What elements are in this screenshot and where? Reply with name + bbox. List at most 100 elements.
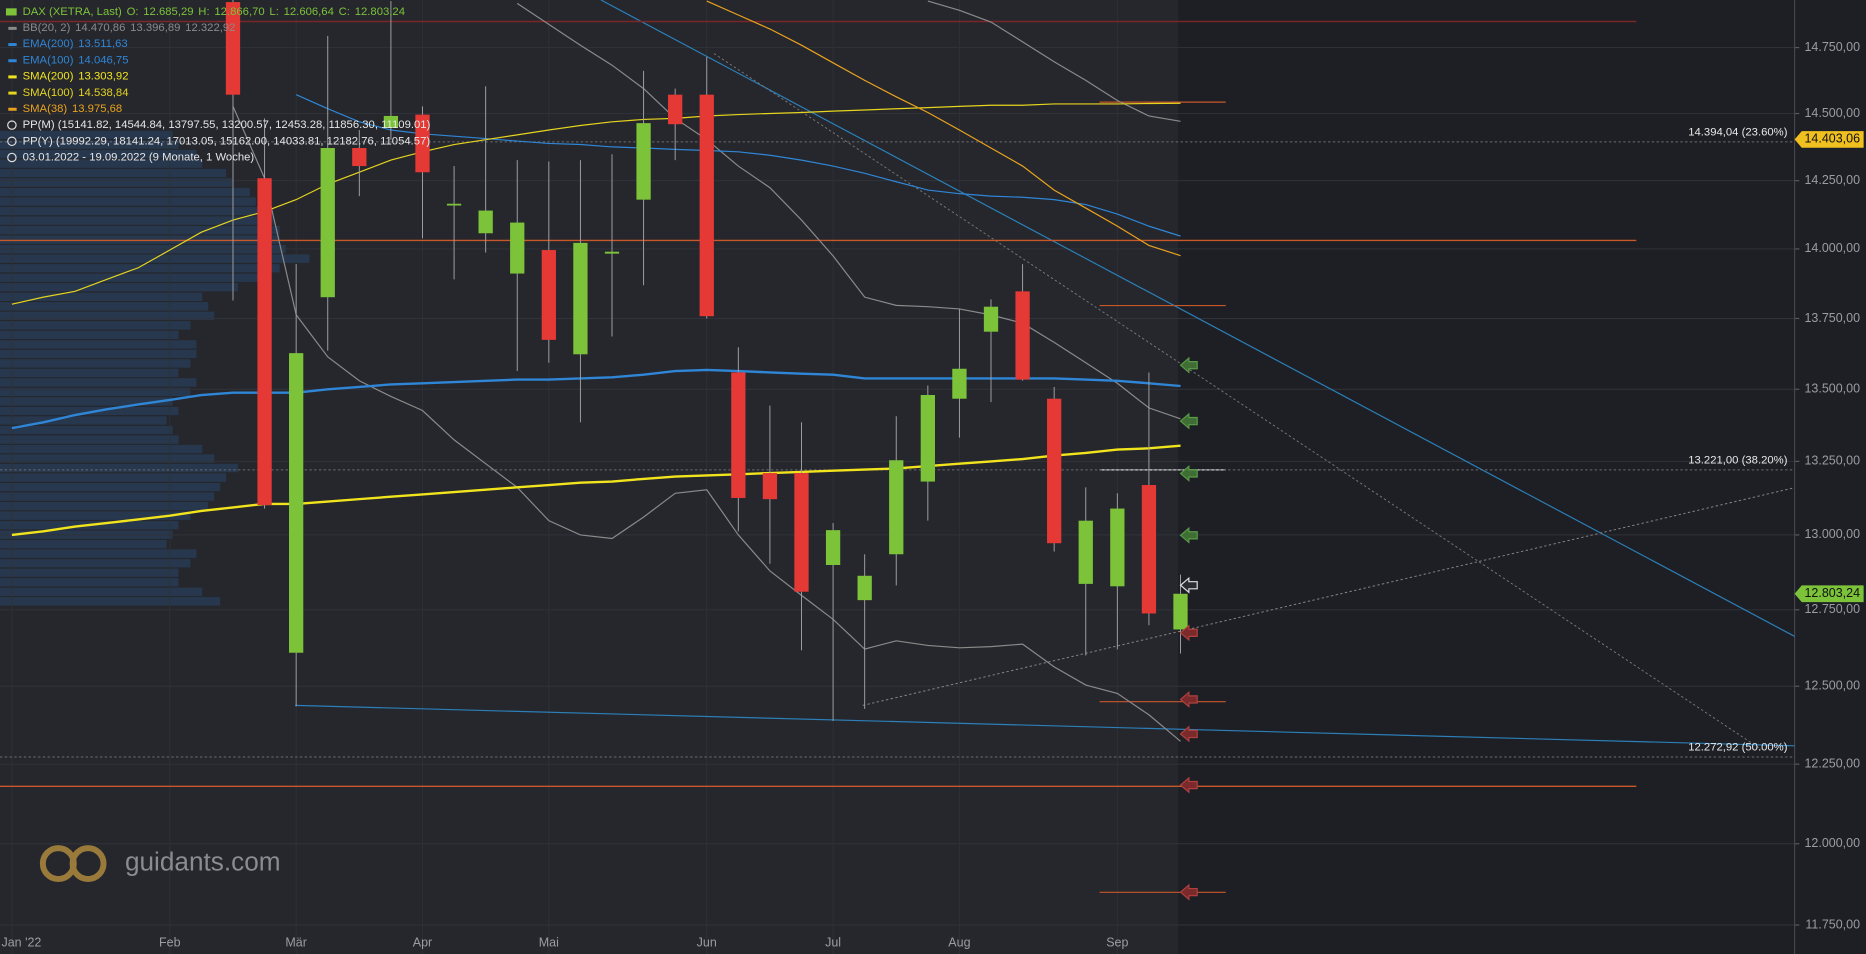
legend-text: 14.046,75 [78, 54, 128, 66]
candle-body [952, 368, 967, 399]
legend-icon [8, 91, 17, 95]
y-tick-label: 13.500,00 [1804, 382, 1860, 396]
trend-line [295, 704, 1795, 747]
legend-text: 12.866,70 [214, 6, 264, 18]
candle-body [857, 575, 872, 601]
fib-label: 14.394,04 (23.60%) [1688, 126, 1787, 138]
legend-row: 03.01.2022 - 19.09.2022 (9 Monate, 1 Woc… [23, 151, 255, 163]
candle-body [920, 394, 935, 482]
candle-body [320, 148, 335, 298]
indicator-line [11, 102, 1181, 305]
x-tick-label: Jan '22 [1, 936, 41, 950]
price-tag [1794, 585, 1864, 603]
legend-text: 12.322,92 [185, 22, 235, 34]
arrow [1179, 883, 1198, 901]
candle-body [983, 306, 999, 332]
legend-icon [8, 59, 17, 63]
indicator-line [516, 2, 1181, 420]
legend-row: EMA(200) 13.511,63 [23, 38, 128, 50]
arrow [1179, 691, 1198, 708]
y-tick-label: 14.500,00 [1804, 106, 1860, 120]
candle-body [225, 2, 241, 95]
arrow [1179, 576, 1198, 594]
candle-body [541, 250, 556, 340]
legend-text: SMA(200) [23, 71, 74, 83]
legend-row: SMA(100) 14.538,84 [23, 87, 129, 99]
fib-label: 13.221,00 (38.20%) [1688, 454, 1787, 466]
candle-body [1110, 508, 1125, 587]
x-tick-label: Apr [413, 936, 432, 950]
legend-row: EMA(100) 14.046,75 [23, 54, 129, 66]
indicator-line [295, 94, 1181, 237]
volume-profile [0, 130, 310, 606]
candle-body [1141, 485, 1157, 614]
legend: DAX (XETRA, Last) O: 12.685,29 H: 12.866,70 L… [5, 6, 431, 163]
legend-icon [8, 75, 17, 79]
legend-text: EMA(200) [23, 38, 74, 50]
logo-ring [69, 845, 107, 883]
watermark-logo [39, 845, 107, 883]
history-area [0, 0, 1178, 954]
legend-row: PP(M) (15141.82, 14544.84, 13797.55, 132… [23, 119, 431, 131]
candle-body [1015, 291, 1030, 380]
watermark: guidants.com [125, 847, 281, 877]
candle-body [762, 473, 778, 500]
y-tick-label: 14.250,00 [1804, 173, 1860, 187]
arrow [1179, 356, 1198, 374]
x-tick-label: Feb [159, 936, 181, 950]
y-tick-label: 13.750,00 [1804, 311, 1860, 325]
y-tick-label: 12.500,00 [1804, 679, 1860, 693]
candle-body [510, 222, 525, 274]
indicator-line [232, 106, 1181, 742]
candle-body [889, 460, 904, 555]
arrow [1179, 526, 1198, 544]
candle-body [794, 473, 809, 592]
candle-body [352, 148, 367, 167]
price-tag-label: 12.803,24 [1804, 586, 1860, 600]
candle-body [478, 210, 493, 234]
indicator-line [11, 368, 1181, 430]
indicator-line [11, 444, 1181, 537]
legend-text: SMA(100) [23, 87, 74, 99]
legend-icon [7, 152, 17, 163]
legend-row: BB(20, 2) 14.470,86 13.396,89 12.322,92 [23, 22, 236, 34]
price-tag [1794, 131, 1864, 148]
candle-body [731, 372, 746, 498]
candle-body [573, 242, 588, 355]
indicator-line [927, 0, 1181, 122]
candle-body [446, 203, 462, 206]
legend-text: 12.803,24 [355, 6, 405, 18]
y-tick-label: 12.750,00 [1804, 602, 1860, 616]
grid [0, 47, 1795, 926]
legend-icon [8, 43, 17, 47]
price-tag-label: 14.403,06 [1804, 132, 1860, 146]
y-tick-label: 14.750,00 [1804, 40, 1860, 54]
legend-text: 12.685,29 [143, 6, 193, 18]
arrow [1179, 465, 1198, 482]
candle-body [825, 530, 841, 565]
arrow [1179, 725, 1198, 743]
legend-text: H: [198, 6, 209, 18]
legend-text: BB(20, 2) [23, 22, 71, 34]
y-tick-label: 14.000,00 [1804, 241, 1860, 255]
candle-body [668, 94, 683, 125]
legend-text: 13.975,68 [72, 103, 122, 115]
y-tick-label: 13.000,00 [1804, 527, 1860, 541]
x-tick-label: Jun [697, 936, 717, 950]
candle-body [1078, 520, 1093, 584]
legend-text: 12.606,64 [284, 6, 334, 18]
arrow [1179, 776, 1198, 794]
signal-arrows [1179, 356, 1198, 901]
arrow [1179, 624, 1198, 642]
trend-line [713, 53, 1762, 750]
legend-text: EMA(100) [23, 54, 74, 66]
plot [0, 0, 1795, 893]
y-tick-label: 12.000,00 [1804, 836, 1860, 850]
legend-text: DAX (XETRA, Last) [23, 6, 122, 18]
y-tick-label: 13.250,00 [1804, 454, 1860, 468]
arrow [1179, 412, 1198, 430]
x-tick-label: Mär [285, 936, 307, 950]
x-tick-label: Aug [948, 936, 970, 950]
candle-body [1173, 593, 1188, 630]
